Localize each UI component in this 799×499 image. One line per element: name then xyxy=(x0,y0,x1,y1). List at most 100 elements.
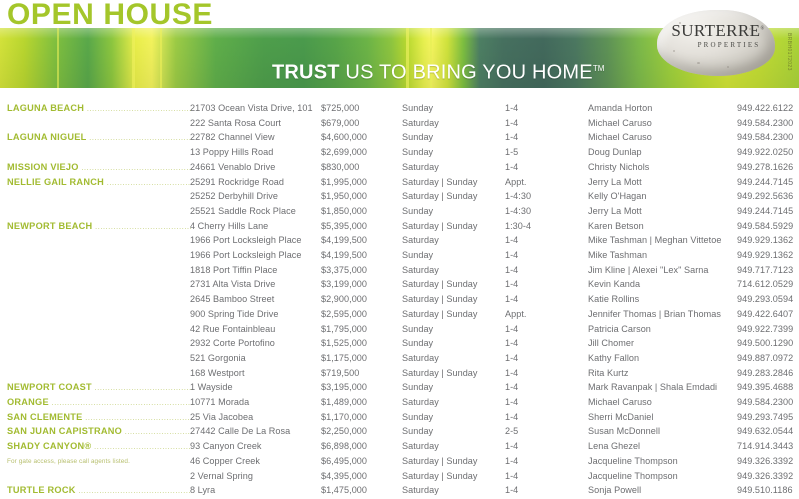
address-cell: 2731 Alta Vista Drive xyxy=(190,279,276,290)
time-cell: 1-4 xyxy=(505,485,519,496)
brand-subtitle: PROPERTIES xyxy=(697,41,761,49)
address-cell: 22782 Channel View xyxy=(190,132,275,143)
day-cell: Sunday xyxy=(402,205,434,216)
day-cell: Sunday xyxy=(402,382,434,393)
price-cell: $1,175,000 xyxy=(321,352,368,363)
city-name: NELLIE GAIL RANCH xyxy=(7,176,104,187)
phone-cell: 949.922.0250 xyxy=(737,147,794,158)
phone-cell: 949.717.7123 xyxy=(737,264,794,275)
page-title: OPEN HOUSE xyxy=(7,0,214,31)
agent-cell: Mike Tashman xyxy=(588,250,648,260)
address-cell: 8 Lyra xyxy=(190,485,216,496)
price-cell: $719,500 xyxy=(321,367,360,378)
leader-dots: ........................................… xyxy=(85,412,192,422)
day-cell: Saturday xyxy=(402,161,439,172)
day-cell: Saturday | Sunday xyxy=(402,470,478,481)
day-cell: Sunday xyxy=(402,323,434,334)
address-cell: 25252 Derbyhill Drive xyxy=(190,191,278,202)
table-row: MISSION VIEJO ..........................… xyxy=(0,161,799,176)
price-cell: $4,395,000 xyxy=(321,470,368,481)
address-cell: 222 Santa Rosa Court xyxy=(190,117,281,128)
address-cell: 168 Westport xyxy=(190,367,245,378)
address-cell: 42 Rue Fontainbleau xyxy=(190,323,276,334)
table-row: 2932 Corte Portofino $1,525,000 Sunday 1-4 J… xyxy=(0,337,799,352)
day-cell: Saturday | Sunday xyxy=(402,191,478,202)
price-cell: $1,170,000 xyxy=(321,411,368,422)
table-row: 900 Spring Tide Drive $2,595,000 Saturday … xyxy=(0,308,799,323)
address-cell: 25291 Rockridge Road xyxy=(190,176,285,187)
address-cell: 521 Gorgonia xyxy=(190,352,246,363)
phone-cell: 949.293.0594 xyxy=(737,294,794,305)
agent-cell: Kelly O'Hagan xyxy=(588,191,647,202)
time-cell: 1:30-4 xyxy=(505,220,532,231)
phone-cell: 949.584.2300 xyxy=(737,132,794,143)
agent-cell: Rita Kurtz xyxy=(588,367,629,378)
price-cell: $2,595,000 xyxy=(321,308,368,319)
price-cell: $830,000 xyxy=(321,161,360,172)
agent-cell: Kevin Kanda xyxy=(588,279,641,290)
city-name: TURTLE ROCK xyxy=(7,485,76,496)
price-cell: $3,195,000 xyxy=(321,382,368,393)
day-cell: Sunday xyxy=(402,147,434,158)
table-row: 42 Rue Fontainbleau $1,795,000 Sunday 1-4 Pa… xyxy=(0,323,799,338)
table-row: NEWPORT BEACH ..........................… xyxy=(0,220,799,235)
phone-cell: 949.422.6122 xyxy=(737,103,794,113)
agent-cell: Michael Caruso xyxy=(588,117,652,128)
day-cell: Saturday | Sunday xyxy=(402,279,478,290)
address-cell: 93 Canyon Creek xyxy=(190,441,262,452)
city-label: LAGUNA BEACH ...........................… xyxy=(7,102,192,115)
phone-cell: 949.326.3392 xyxy=(737,470,794,481)
city-name: ORANGE xyxy=(7,397,49,407)
price-cell: $2,250,000 xyxy=(321,426,368,437)
phone-cell: 949.500.1290 xyxy=(737,338,794,349)
table-row: SAN CLEMENTE ...........................… xyxy=(0,411,799,426)
address-cell: 13 Poppy Hills Road xyxy=(190,147,274,158)
leader-dots: ........................................… xyxy=(78,486,192,496)
time-cell: 1-4:30 xyxy=(505,205,532,216)
address-cell: 2 Vernal Spring xyxy=(190,470,253,481)
table-row: NEWPORT COAST ..........................… xyxy=(0,381,799,396)
agent-cell: Mike Tashman | Meghan Vittetoe xyxy=(588,235,722,246)
time-cell: 1-4 xyxy=(505,455,519,466)
price-cell: $1,795,000 xyxy=(321,323,368,334)
day-cell: Saturday | Sunday xyxy=(402,176,478,187)
agent-cell: Kathy Fallon xyxy=(588,352,640,363)
price-cell: $1,475,000 xyxy=(321,485,368,496)
city-name: SHADY CANYON® xyxy=(7,441,92,452)
table-row: 25521 Saddle Rock Place $1,850,000 Sunday 1… xyxy=(0,205,799,220)
day-cell: Saturday | Sunday xyxy=(402,220,478,231)
city-name: MISSION VIEJO xyxy=(7,161,79,172)
brand-registered-icon: ® xyxy=(760,26,765,32)
price-cell: $1,995,000 xyxy=(321,176,368,187)
table-row: SAN JUAN CAPISTRANO ....................… xyxy=(0,425,799,440)
city-label: SAN CLEMENTE ...........................… xyxy=(7,411,192,424)
leader-dots: ........................................… xyxy=(95,221,192,231)
address-cell: 1966 Port Locksleigh Place xyxy=(190,235,302,246)
address-cell: 25521 Saddle Rock Place xyxy=(190,205,296,216)
price-cell: $1,489,000 xyxy=(321,397,368,407)
price-cell: $6,898,000 xyxy=(321,441,368,452)
time-cell: 1-4 xyxy=(505,470,519,481)
day-cell: Sunday xyxy=(402,338,434,349)
city-label: TURTLE ROCK ............................… xyxy=(7,484,192,497)
day-cell: Saturday xyxy=(402,264,439,275)
city-name: LAGUNA NIGUEL xyxy=(7,132,87,143)
time-cell: Appt. xyxy=(505,308,527,319)
city-label: ORANGE .................................… xyxy=(7,396,192,409)
address-cell: 1818 Port Tiffin Place xyxy=(190,264,278,275)
phone-cell: 949.293.7495 xyxy=(737,411,794,422)
price-cell: $679,000 xyxy=(321,117,360,128)
agent-cell: Mark Ravanpak | Shala Emdadi xyxy=(588,382,718,393)
time-cell: 1-4 xyxy=(505,235,519,246)
day-cell: Saturday xyxy=(402,485,439,496)
phone-cell: 949.510.1186 xyxy=(737,485,793,496)
time-cell: 1-4 xyxy=(505,352,519,363)
price-cell: $4,199,500 xyxy=(321,250,368,260)
agent-cell: Amanda Horton xyxy=(588,103,653,113)
city-label: MISSION VIEJO ..........................… xyxy=(7,161,192,174)
phone-cell: 714.914.3443 xyxy=(737,441,794,452)
day-cell: Sunday xyxy=(402,426,434,437)
day-cell: Saturday | Sunday xyxy=(402,367,478,378)
time-cell: 1-4 xyxy=(505,250,519,260)
